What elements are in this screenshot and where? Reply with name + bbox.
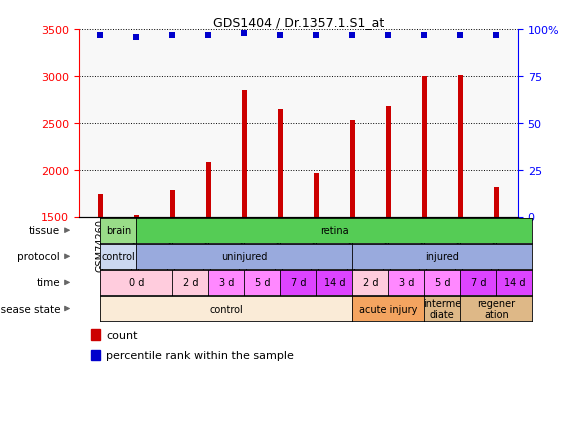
Bar [206,163,211,217]
Title: GDS1404 / Dr.1357.1.S1_at: GDS1404 / Dr.1357.1.S1_at [213,16,384,29]
Bar [350,121,355,217]
Point [348,33,357,39]
Text: retina: retina [320,226,348,236]
Text: protocol: protocol [17,252,60,262]
Text: acute injury: acute injury [359,304,418,314]
Text: 5 d: 5 d [254,278,270,288]
Text: disease state: disease state [0,304,60,314]
Text: 14 d: 14 d [504,278,525,288]
Bar [386,107,391,217]
Point [240,31,249,38]
Point [276,33,285,39]
Bar [91,329,100,340]
Text: percentile rank within the sample: percentile rank within the sample [106,350,294,360]
Text: 14 d: 14 d [324,278,345,288]
Point [456,33,465,39]
Text: brain: brain [106,226,131,236]
Text: injured: injured [426,252,459,262]
Bar [170,191,175,217]
Text: 3 d: 3 d [218,278,234,288]
Bar [422,77,427,217]
Bar [91,350,100,361]
Text: 5 d: 5 d [435,278,450,288]
Bar [278,110,283,217]
Point [384,33,393,39]
Bar [494,187,498,217]
Point [420,33,429,39]
Text: control: control [101,252,135,262]
Text: 0 d: 0 d [129,278,144,288]
Point [492,33,501,39]
Text: 2 d: 2 d [182,278,198,288]
Point [312,33,321,39]
Point [168,33,177,39]
Text: uninjured: uninjured [221,252,267,262]
Text: time: time [37,278,60,288]
Bar [314,174,319,217]
Bar [458,76,463,217]
Text: 7 d: 7 d [291,278,306,288]
Text: tissue: tissue [29,226,60,236]
Text: control: control [209,304,243,314]
Bar [99,194,102,217]
Text: 2 d: 2 d [363,278,378,288]
Bar [134,215,138,217]
Bar [242,91,247,217]
Text: 7 d: 7 d [471,278,486,288]
Text: count: count [106,330,138,340]
Point [204,33,213,39]
Text: regener
ation: regener ation [477,299,515,319]
Text: 3 d: 3 d [399,278,414,288]
Point [96,33,105,39]
Point [132,34,141,41]
Text: interme
diate: interme diate [423,299,462,319]
